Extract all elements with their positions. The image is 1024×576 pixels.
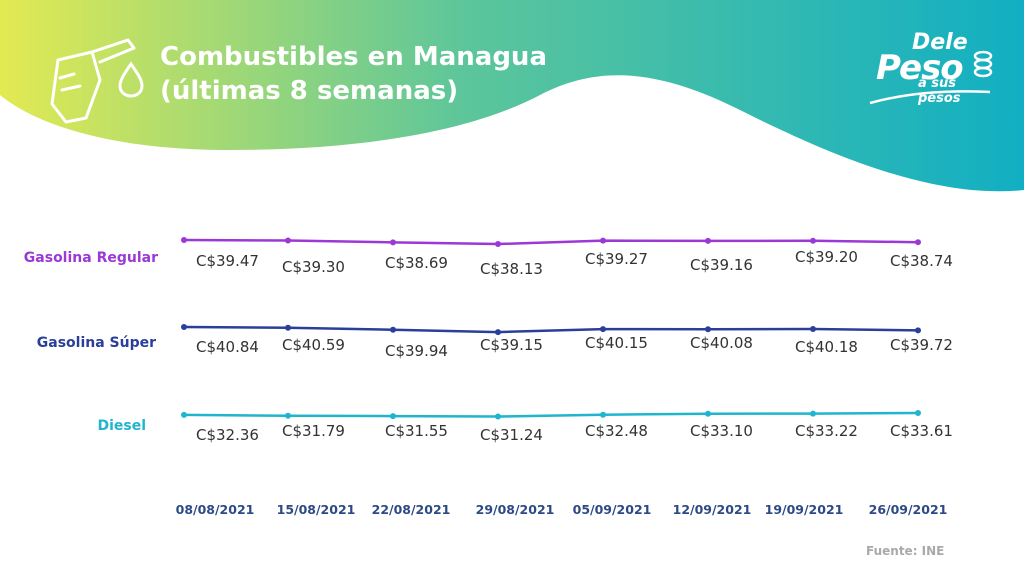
data-point-gasolina-super bbox=[705, 326, 711, 333]
x-tick-label: 22/08/2021 bbox=[372, 502, 451, 517]
value-label-diesel: C$33.61 bbox=[890, 422, 953, 440]
value-label-gasolina-regular: C$39.30 bbox=[282, 258, 345, 276]
value-label-gasolina-regular: C$39.20 bbox=[795, 248, 858, 266]
value-label-gasolina-regular: C$39.47 bbox=[196, 252, 259, 270]
title-line-2: (últimas 8 semanas) bbox=[160, 76, 459, 106]
data-point-gasolina-regular bbox=[495, 241, 501, 248]
value-label-gasolina-super: C$40.59 bbox=[282, 336, 345, 354]
coin-stack-icon bbox=[869, 50, 993, 105]
value-label-diesel: C$32.48 bbox=[585, 422, 648, 440]
value-label-gasolina-super: C$40.18 bbox=[795, 338, 858, 356]
data-point-gasolina-super bbox=[810, 325, 816, 332]
data-point-diesel bbox=[705, 410, 711, 417]
data-point-gasolina-regular bbox=[285, 237, 291, 244]
value-label-gasolina-regular: C$38.69 bbox=[385, 254, 448, 272]
value-label-gasolina-super: C$40.15 bbox=[585, 334, 648, 352]
data-point-gasolina-regular bbox=[705, 237, 711, 244]
header-wave bbox=[0, 0, 1024, 192]
value-label-gasolina-regular: C$39.27 bbox=[585, 250, 648, 268]
data-point-gasolina-super bbox=[495, 329, 501, 336]
page-title: Combustibles en Managua (últimas 8 seman… bbox=[160, 40, 600, 108]
x-tick-label: 08/08/2021 bbox=[176, 502, 255, 517]
fuel-nozzle-icon bbox=[50, 38, 136, 124]
value-label-diesel: C$31.55 bbox=[385, 422, 448, 440]
data-point-diesel bbox=[181, 411, 187, 418]
data-point-diesel bbox=[600, 411, 606, 418]
data-point-gasolina-super bbox=[390, 326, 396, 333]
data-point-diesel bbox=[285, 412, 291, 419]
data-point-gasolina-regular bbox=[390, 239, 396, 246]
data-point-gasolina-regular bbox=[915, 239, 921, 246]
value-label-diesel: C$32.36 bbox=[196, 426, 259, 444]
x-tick-label: 26/09/2021 bbox=[869, 502, 948, 517]
logo-text-peso: Peso bbox=[876, 48, 964, 88]
series-name-gasolina-super: Gasolina Súper bbox=[37, 335, 156, 351]
series-line-gasolina-super bbox=[183, 325, 919, 334]
data-point-gasolina-super bbox=[181, 324, 187, 330]
data-point-gasolina-super bbox=[600, 326, 606, 333]
value-label-gasolina-regular: C$38.74 bbox=[890, 252, 953, 270]
data-point-gasolina-super bbox=[285, 324, 291, 331]
value-label-gasolina-regular: C$39.16 bbox=[690, 256, 753, 274]
series-name-diesel: Diesel bbox=[97, 418, 146, 434]
value-label-gasolina-super: C$40.84 bbox=[196, 338, 259, 356]
source-note: Fuente: INE bbox=[866, 544, 945, 558]
value-label-diesel: C$31.79 bbox=[282, 422, 345, 440]
data-point-gasolina-regular bbox=[810, 237, 816, 244]
data-point-diesel bbox=[390, 413, 396, 420]
value-label-gasolina-super: C$39.72 bbox=[890, 336, 953, 354]
value-label-gasolina-super: C$39.94 bbox=[385, 342, 448, 360]
value-label-diesel: C$33.22 bbox=[795, 422, 858, 440]
data-point-gasolina-super bbox=[915, 327, 921, 334]
data-point-diesel bbox=[915, 410, 921, 416]
value-label-diesel: C$33.10 bbox=[690, 422, 753, 440]
x-tick-label: 29/08/2021 bbox=[476, 502, 555, 517]
x-tick-label: 19/09/2021 bbox=[765, 502, 844, 517]
x-tick-label: 12/09/2021 bbox=[673, 502, 752, 517]
logo-text-dele: Dele bbox=[912, 30, 968, 55]
value-label-gasolina-super: C$40.08 bbox=[690, 334, 753, 352]
data-point-diesel bbox=[495, 413, 501, 420]
series-line-diesel bbox=[183, 411, 919, 418]
series-line-gasolina-regular bbox=[183, 238, 919, 246]
fuel-drop-icon bbox=[118, 61, 144, 98]
brand-logo: Dele Peso a sus pesos bbox=[868, 30, 998, 110]
value-label-gasolina-super: C$39.15 bbox=[480, 336, 543, 354]
series-name-gasolina-regular: Gasolina Regular bbox=[24, 250, 158, 266]
data-point-gasolina-regular bbox=[181, 237, 187, 243]
x-tick-label: 15/08/2021 bbox=[277, 502, 356, 517]
title-line-1: Combustibles en Managua bbox=[160, 42, 547, 72]
value-label-gasolina-regular: C$38.13 bbox=[480, 260, 543, 278]
data-point-diesel bbox=[810, 410, 816, 417]
x-tick-label: 05/09/2021 bbox=[573, 502, 652, 517]
data-point-gasolina-regular bbox=[600, 237, 606, 244]
logo-text-tagline: a sus pesos bbox=[918, 76, 961, 106]
value-label-diesel: C$31.24 bbox=[480, 426, 543, 444]
